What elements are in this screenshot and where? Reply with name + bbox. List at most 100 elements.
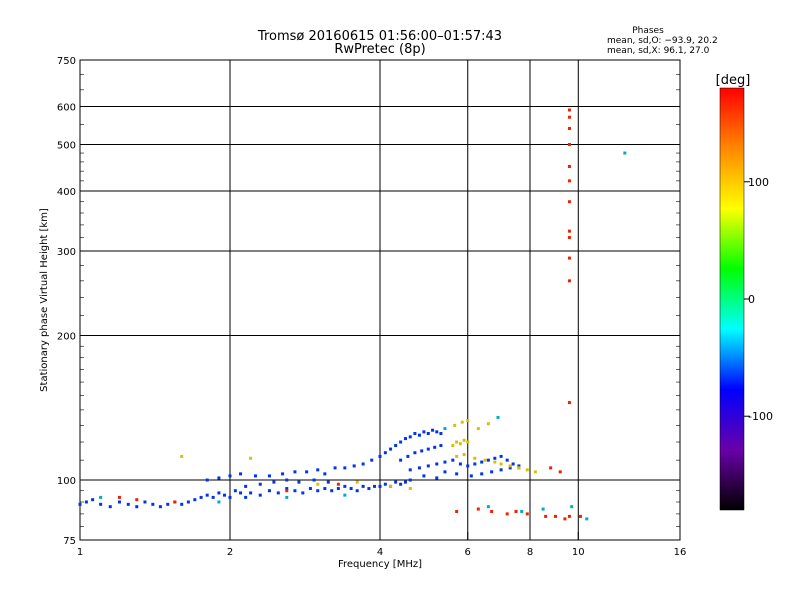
data-point (378, 454, 382, 458)
data-point (258, 482, 262, 486)
data-point (567, 108, 571, 112)
data-point (439, 444, 443, 448)
data-point (623, 151, 627, 155)
data-point (355, 489, 359, 493)
data-point (514, 509, 518, 513)
data-point (267, 474, 271, 478)
data-point (336, 482, 340, 486)
data-point (383, 451, 387, 455)
data-point (517, 466, 521, 470)
data-point (316, 482, 320, 486)
data-point (567, 179, 571, 183)
data-point (373, 484, 377, 488)
data-point (223, 493, 227, 497)
data-point (285, 489, 289, 493)
data-point (205, 493, 209, 497)
data-point (466, 440, 470, 444)
data-point (126, 502, 130, 506)
data-point (323, 472, 327, 476)
data-point (517, 464, 521, 468)
stats-line-x: mean, sd,X: 96.1, 27.0 (607, 46, 710, 56)
x-tick-label: 6 (465, 547, 471, 558)
data-point (408, 487, 412, 491)
data-point (455, 440, 459, 444)
data-point (117, 500, 121, 504)
data-point (399, 458, 403, 462)
data-point (389, 484, 393, 488)
data-point (343, 493, 347, 497)
data-point (239, 472, 243, 476)
data-point (135, 505, 139, 509)
data-point (305, 470, 309, 474)
data-point (426, 447, 430, 451)
data-point (451, 444, 455, 448)
data-point (480, 472, 484, 476)
data-point (455, 509, 459, 513)
data-point (91, 498, 95, 502)
data-point (343, 484, 347, 488)
data-point (211, 495, 215, 499)
data-point (493, 460, 497, 464)
data-point (520, 509, 524, 513)
data-point (435, 462, 439, 466)
data-point (370, 458, 374, 462)
data-point (455, 472, 459, 476)
data-point (408, 435, 412, 439)
data-point (326, 480, 330, 484)
data-point (496, 415, 500, 419)
data-point (420, 449, 424, 453)
data-point (567, 126, 571, 130)
y-tick-label: 75 (63, 536, 76, 547)
data-point (151, 502, 155, 506)
data-point (466, 419, 470, 423)
data-point (443, 427, 447, 431)
data-point (553, 514, 557, 518)
data-point (355, 480, 359, 484)
data-point (578, 514, 582, 518)
data-point (399, 440, 403, 444)
data-point (458, 442, 462, 446)
data-point (285, 495, 289, 499)
data-point (422, 474, 426, 478)
data-point (435, 430, 439, 434)
data-point (486, 422, 490, 426)
data-point (336, 487, 340, 491)
x-tick-label: 16 (674, 547, 687, 558)
data-point (525, 512, 529, 516)
data-point (567, 401, 571, 405)
data-point (462, 438, 466, 442)
x-tick-label: 10 (572, 547, 585, 558)
y-tick-label: 300 (57, 247, 76, 258)
data-point (567, 164, 571, 168)
data-point (180, 502, 184, 506)
data-point (99, 502, 103, 506)
x-axis-label: Frequency [MHz] (338, 559, 422, 570)
x-tick-label: 8 (527, 547, 533, 558)
data-point (108, 505, 112, 509)
data-point (297, 480, 301, 484)
data-point (570, 505, 574, 509)
data-point (505, 512, 509, 516)
grid-lines (79, 60, 681, 540)
data-point (173, 500, 177, 504)
data-point (330, 489, 334, 493)
data-point (281, 472, 285, 476)
data-point (476, 427, 480, 431)
data-point (249, 491, 253, 495)
y-axis-label: Stationary phase Virtual Height [km] (39, 208, 50, 392)
data-point (293, 489, 297, 493)
data-point (473, 462, 477, 466)
data-point (443, 470, 447, 474)
data-point (413, 432, 417, 436)
data-point (312, 478, 316, 482)
data-point (533, 470, 537, 474)
data-point (406, 454, 410, 458)
data-point (253, 474, 257, 478)
data-point (217, 476, 221, 480)
data-point (228, 495, 232, 499)
data-point (301, 491, 305, 495)
data-point (451, 458, 455, 462)
data-point (544, 514, 548, 518)
data-point (458, 462, 462, 466)
